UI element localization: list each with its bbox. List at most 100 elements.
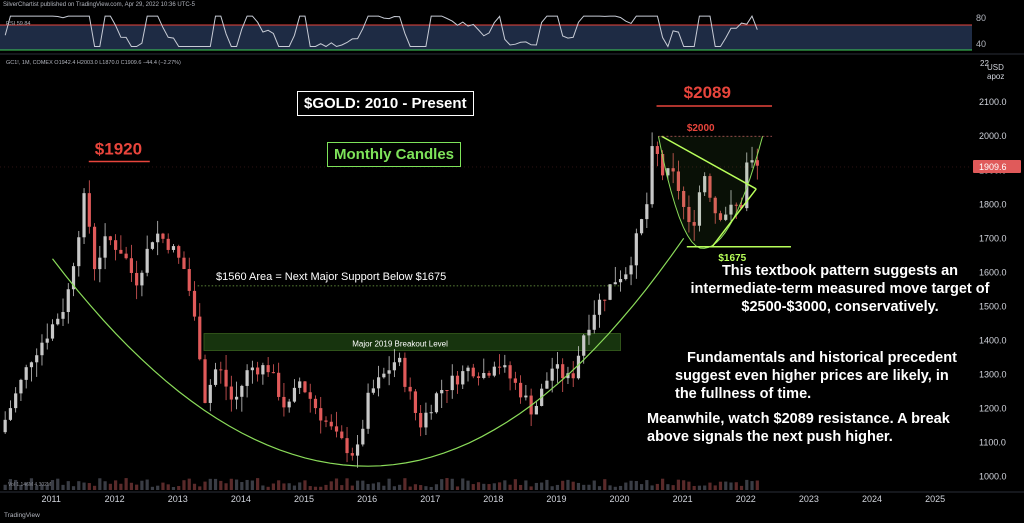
candle-body <box>376 377 381 389</box>
level-2000-label: $2000 <box>687 123 715 134</box>
candle-body <box>103 236 107 258</box>
volume-bar <box>424 486 428 490</box>
time-tick-label: 2023 <box>799 494 819 504</box>
price-axis-mode: apoz <box>987 72 1004 81</box>
volume-bar <box>529 486 533 490</box>
volume-bar <box>534 482 538 490</box>
candle-body <box>340 431 344 439</box>
time-axis[interactable]: 2011 2012 2013 2014 2015 2016 2017 2018 2019 2020… <box>0 491 1024 504</box>
candle-body <box>382 373 386 378</box>
tradingview-logo[interactable]: TradingView <box>4 512 40 519</box>
volume-bar <box>503 480 507 490</box>
volume-bar <box>587 484 591 490</box>
candle-body <box>734 204 738 206</box>
volume-bar <box>618 485 623 490</box>
volume-bar <box>555 484 560 490</box>
volume-bar <box>634 481 638 490</box>
volume-bar <box>292 485 297 490</box>
volume-bar <box>398 484 402 490</box>
candle-body <box>729 204 733 215</box>
volume-bar <box>208 478 212 490</box>
price-tick-label: 1800.0 <box>979 199 1007 209</box>
published-by-line: SilverChartist published on TradingView.… <box>3 2 195 8</box>
candle-body <box>424 412 428 428</box>
candle-body <box>597 299 602 315</box>
volume-bar <box>145 479 149 490</box>
candle-body <box>398 357 402 363</box>
volume-bar <box>540 482 544 490</box>
volume-bar <box>692 485 696 490</box>
volume-bar <box>256 478 260 490</box>
volume-bar <box>566 479 570 490</box>
candle-body <box>3 419 7 433</box>
price-tick-label: 1600.0 <box>979 267 1007 277</box>
candle-body <box>29 362 34 368</box>
time-tick-label: 2025 <box>925 494 945 504</box>
price-tick-label: 1500.0 <box>979 301 1007 311</box>
price-tick-label: 1100.0 <box>979 437 1006 447</box>
candle-body <box>129 258 133 273</box>
price-axis-unit: USD <box>987 63 1004 72</box>
time-tick-label: 2024 <box>862 494 882 504</box>
volume-bar <box>661 478 665 490</box>
volume-bar <box>324 484 328 490</box>
candle-body <box>503 365 507 368</box>
time-tick-label: 2013 <box>168 494 188 504</box>
time-tick-label: 2015 <box>294 494 314 504</box>
levels: $2000 $1675 $1560 Area = Next Major Suppor… <box>0 83 972 287</box>
candle-body <box>114 240 118 250</box>
volume-bar <box>229 478 233 490</box>
volume-bar <box>676 479 681 490</box>
time-tick-label: 2017 <box>420 494 440 504</box>
candle-body <box>329 421 333 427</box>
volume-bar <box>192 483 197 490</box>
price-pane: Major 2019 Breakout Level $2000 $1675 $156… <box>0 83 972 490</box>
candle-body <box>429 412 433 414</box>
volume-bar <box>261 485 265 490</box>
candle-body <box>403 357 407 387</box>
candle-body <box>92 226 97 270</box>
volume-bar <box>550 486 554 490</box>
volume-bar <box>119 483 123 490</box>
volume-bar <box>219 480 223 490</box>
volume-bar <box>629 480 633 490</box>
price-tick-label: 1400.0 <box>979 335 1007 345</box>
candle-body <box>750 160 754 163</box>
volume-bar <box>371 483 375 490</box>
candle-body <box>603 299 607 301</box>
volume-bar <box>476 482 481 490</box>
candle-body <box>387 370 391 374</box>
candle-body <box>156 233 160 243</box>
volume-bar <box>240 482 244 490</box>
volume-bar <box>750 481 754 490</box>
rsi-legend: RSI 59.84 <box>6 21 31 27</box>
volume-bar <box>461 478 465 490</box>
volume-bar <box>108 483 112 490</box>
volume-bar <box>650 485 654 490</box>
rsi-line <box>4 15 758 48</box>
candle-body <box>135 272 139 286</box>
volume-bar <box>8 479 13 490</box>
volume-bar <box>14 479 18 490</box>
price-axis-top-tick: 22 <box>980 59 989 68</box>
pattern-target-note: This textbook pattern suggests an interm… <box>690 263 990 315</box>
volume-bar <box>713 485 717 490</box>
candle-body <box>271 372 276 374</box>
breakout-zone: Major 2019 Breakout Level <box>203 333 621 351</box>
candle-body <box>19 379 23 394</box>
candle-body <box>708 176 712 198</box>
volume-bar <box>376 482 381 490</box>
candle-body <box>466 367 470 372</box>
volume-bar <box>66 481 70 490</box>
time-tick-label: 2020 <box>610 494 630 504</box>
candle-body <box>250 367 254 371</box>
peak-2089-label: $2089 <box>684 83 731 102</box>
candle-body <box>140 272 144 286</box>
candle-body <box>487 373 491 376</box>
volume-bar <box>361 480 365 490</box>
candle-body <box>187 269 191 291</box>
volume-bar <box>277 480 281 490</box>
rsi-band <box>0 25 972 50</box>
candle-body <box>287 401 291 408</box>
